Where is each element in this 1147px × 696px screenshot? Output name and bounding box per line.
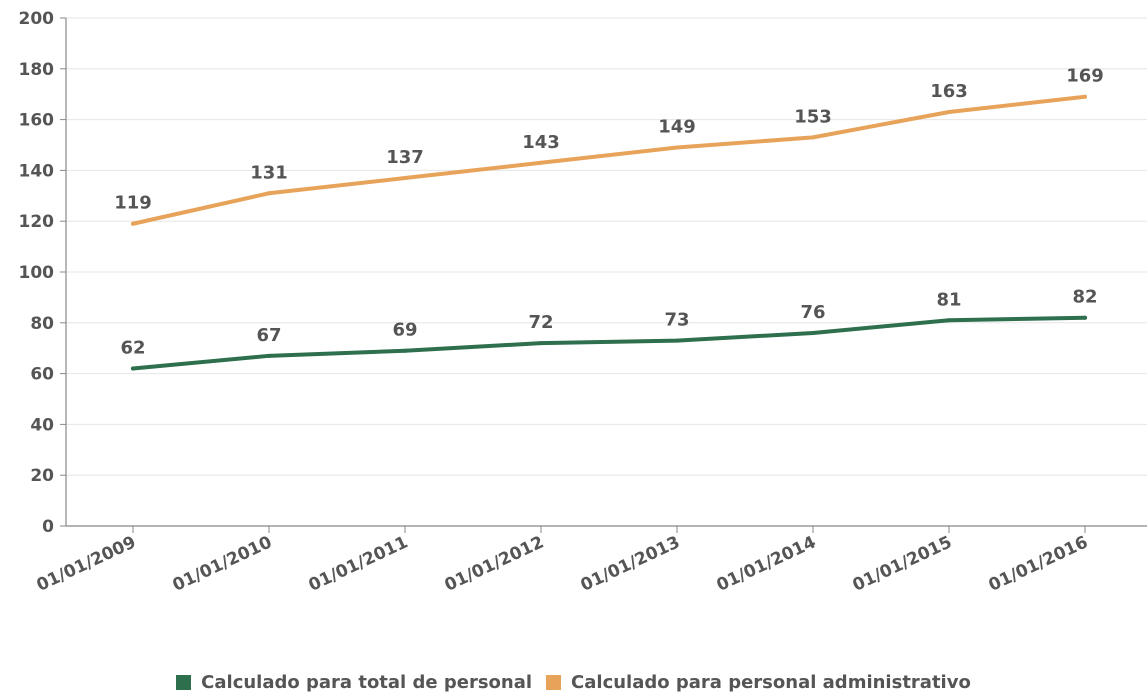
y-tick-label: 40 xyxy=(30,415,54,435)
data-point[interactable] xyxy=(675,338,679,343)
data-labels: 62 67 69 72 73 76 81 82 119 131 137 143 149 153 163 169 xyxy=(114,66,1104,359)
data-label: 169 xyxy=(1066,66,1104,87)
series-line-1[interactable] xyxy=(131,94,1087,226)
legend-label-administrativo: Calculado para personal administrativo xyxy=(571,671,971,693)
data-label: 163 xyxy=(930,81,968,102)
data-label: 69 xyxy=(392,320,417,341)
data-point[interactable] xyxy=(1083,315,1087,320)
x-tick-label: 01/01/2011 xyxy=(306,532,411,595)
x-tick-label: 01/01/2016 xyxy=(986,532,1091,595)
legend-item-administrativo[interactable]: Calculado para personal administrativo xyxy=(546,672,971,693)
data-point[interactable] xyxy=(267,191,271,196)
data-label: 81 xyxy=(936,289,961,310)
y-tick-label: 20 xyxy=(30,466,54,486)
data-label: 67 xyxy=(256,325,281,346)
data-point[interactable] xyxy=(947,318,951,323)
legend-label-total: Calculado para total de personal xyxy=(201,671,533,693)
data-label: 137 xyxy=(386,147,424,168)
data-point[interactable] xyxy=(675,145,679,150)
y-tick-label: 140 xyxy=(19,161,55,181)
x-tick-label: 01/01/2010 xyxy=(170,532,276,595)
data-point[interactable] xyxy=(811,135,815,140)
x-tick-label: 01/01/2012 xyxy=(442,532,547,595)
y-tick-label: 100 xyxy=(19,263,55,283)
legend-item-total[interactable]: Calculado para total de personal xyxy=(176,672,532,693)
data-point[interactable] xyxy=(403,176,407,181)
series-line-0[interactable] xyxy=(131,315,1087,371)
data-label: 82 xyxy=(1072,287,1097,308)
series-lines xyxy=(131,94,1087,371)
data-label: 73 xyxy=(664,310,689,331)
data-label: 153 xyxy=(794,106,832,127)
legend: Calculado para total de personal Calcula… xyxy=(0,668,1147,696)
x-tick-label: 01/01/2013 xyxy=(578,532,683,595)
data-label: 143 xyxy=(522,132,560,153)
data-label: 119 xyxy=(114,193,152,214)
data-label: 72 xyxy=(528,312,553,333)
grid-lines xyxy=(66,17,1147,476)
x-tick-label: 01/01/2015 xyxy=(850,532,955,595)
y-tick-label: 0 xyxy=(42,517,54,537)
x-axis: 01/01/2009 01/01/2010 01/01/2011 01/01/2012… xyxy=(34,525,1147,596)
data-point[interactable] xyxy=(811,330,815,335)
data-label: 149 xyxy=(658,117,696,138)
x-tick-label: 01/01/2014 xyxy=(714,532,820,595)
data-label: 131 xyxy=(250,162,288,183)
y-tick-label: 200 xyxy=(19,9,55,29)
data-label: 62 xyxy=(120,338,145,359)
data-point[interactable] xyxy=(1083,94,1087,99)
legend-swatch-administrativo xyxy=(546,674,562,690)
data-point[interactable] xyxy=(131,221,135,226)
data-point[interactable] xyxy=(539,341,543,346)
y-tick-label: 180 xyxy=(19,60,55,80)
y-tick-label: 120 xyxy=(19,212,55,232)
legend-swatch-total xyxy=(176,674,192,690)
x-tick-label: 01/01/2009 xyxy=(34,532,139,595)
data-label: 76 xyxy=(800,302,825,323)
data-point[interactable] xyxy=(539,160,543,165)
y-tick-label: 80 xyxy=(30,314,54,334)
y-axis: 0 20 40 60 80 100 120 140 160 180 200 xyxy=(19,9,67,537)
data-point[interactable] xyxy=(403,348,407,353)
y-tick-label: 60 xyxy=(30,365,54,385)
data-point[interactable] xyxy=(267,353,271,358)
data-point[interactable] xyxy=(947,109,951,114)
y-tick-label: 160 xyxy=(19,111,55,131)
data-point[interactable] xyxy=(131,366,135,371)
